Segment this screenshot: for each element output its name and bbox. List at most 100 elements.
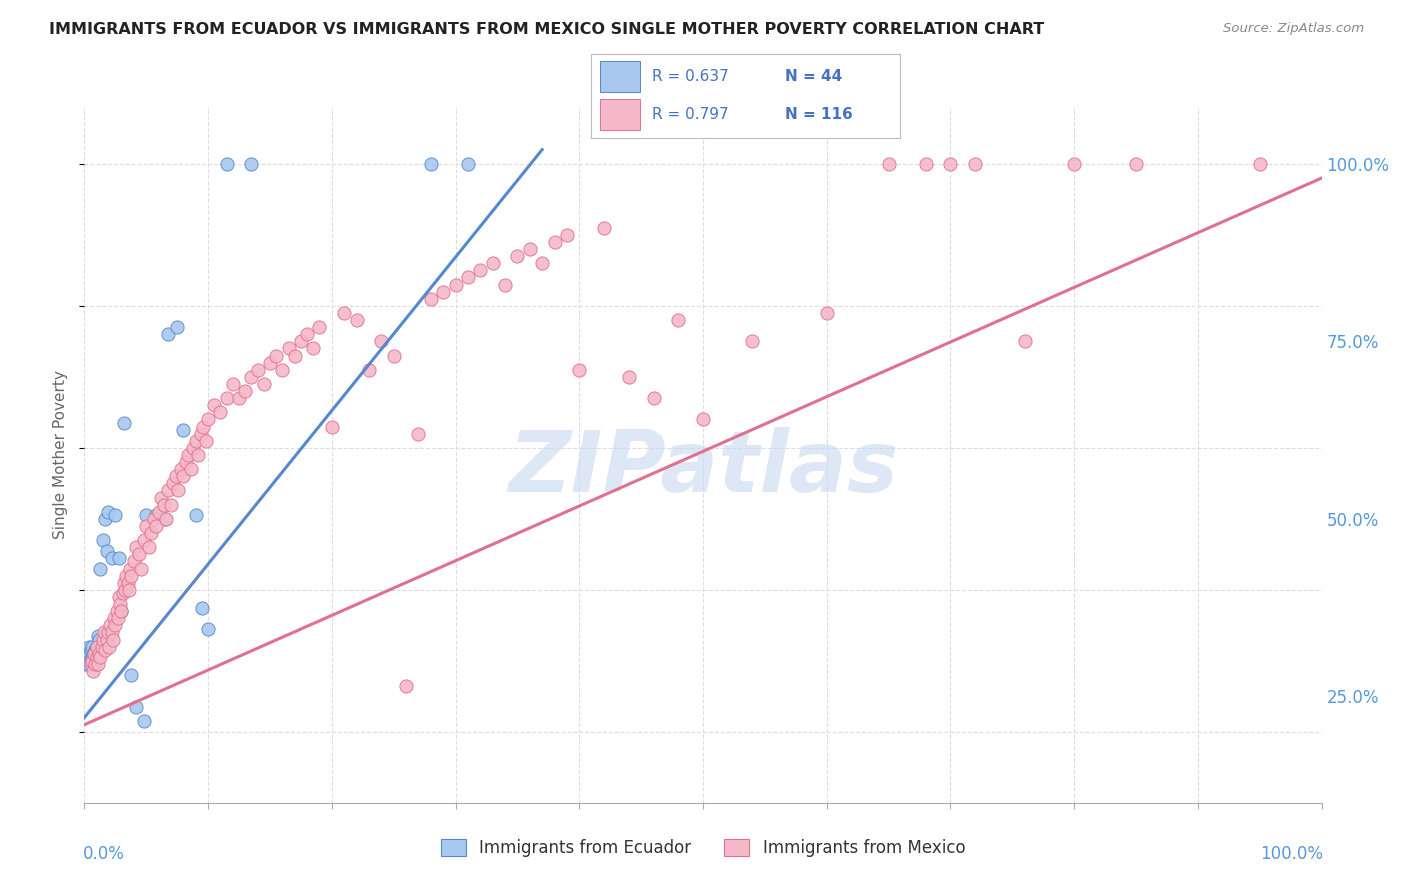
- Point: [132, 533, 155, 548]
- Point: [253, 376, 276, 391]
- Point: [408, 426, 430, 441]
- Point: [112, 575, 135, 590]
- Point: [150, 491, 173, 505]
- Point: [108, 590, 131, 604]
- Point: [432, 285, 454, 299]
- Text: R = 0.637: R = 0.637: [652, 69, 730, 84]
- Point: [100, 550, 122, 565]
- Point: [209, 405, 232, 419]
- Point: [191, 600, 214, 615]
- Point: [419, 292, 441, 306]
- Point: [284, 349, 307, 363]
- Point: [105, 604, 128, 618]
- FancyBboxPatch shape: [600, 99, 640, 130]
- Point: [172, 423, 194, 437]
- Point: [104, 508, 127, 523]
- Point: [1249, 157, 1271, 171]
- Point: [101, 632, 124, 647]
- Point: [153, 512, 176, 526]
- Point: [191, 419, 214, 434]
- Point: [76, 647, 98, 661]
- Point: [187, 448, 209, 462]
- Point: [110, 604, 132, 618]
- Point: [965, 157, 987, 171]
- Point: [138, 540, 160, 554]
- Point: [135, 508, 157, 523]
- Point: [666, 313, 689, 327]
- Point: [118, 582, 141, 597]
- Point: [160, 498, 183, 512]
- Point: [125, 540, 148, 554]
- Point: [157, 483, 180, 498]
- Point: [79, 654, 101, 668]
- Point: [79, 657, 101, 672]
- Point: [228, 391, 250, 405]
- Point: [100, 625, 122, 640]
- Point: [98, 618, 121, 632]
- Point: [370, 334, 392, 349]
- Point: [290, 334, 312, 349]
- Point: [91, 632, 114, 647]
- Point: [240, 369, 263, 384]
- Point: [264, 349, 287, 363]
- Point: [79, 643, 101, 657]
- Point: [145, 508, 167, 523]
- Point: [1125, 157, 1147, 171]
- Point: [86, 640, 108, 654]
- Text: N = 116: N = 116: [786, 107, 853, 122]
- Point: [568, 362, 591, 376]
- Point: [83, 654, 105, 668]
- Point: [90, 640, 112, 654]
- Point: [165, 469, 187, 483]
- Point: [215, 157, 238, 171]
- Point: [91, 533, 114, 548]
- Point: [77, 657, 100, 672]
- Point: [76, 654, 98, 668]
- Point: [643, 391, 665, 405]
- Point: [215, 391, 238, 405]
- Point: [506, 249, 529, 263]
- Point: [233, 384, 256, 398]
- Point: [174, 455, 197, 469]
- Point: [741, 334, 763, 349]
- Text: IMMIGRANTS FROM ECUADOR VS IMMIGRANTS FROM MEXICO SINGLE MOTHER POVERTY CORRELAT: IMMIGRANTS FROM ECUADOR VS IMMIGRANTS FR…: [49, 22, 1045, 37]
- Point: [295, 327, 318, 342]
- Point: [103, 611, 125, 625]
- Point: [321, 419, 343, 434]
- Point: [141, 526, 163, 541]
- Point: [98, 640, 121, 654]
- Point: [333, 306, 356, 320]
- Text: R = 0.797: R = 0.797: [652, 107, 728, 122]
- Point: [395, 679, 418, 693]
- Point: [83, 647, 105, 661]
- Point: [481, 256, 503, 270]
- Point: [94, 512, 117, 526]
- Point: [96, 543, 118, 558]
- Point: [177, 448, 200, 462]
- Point: [346, 313, 368, 327]
- Point: [1014, 334, 1036, 349]
- Point: [80, 650, 103, 665]
- Point: [132, 714, 155, 728]
- Point: [357, 362, 380, 376]
- Point: [110, 597, 132, 611]
- Point: [79, 640, 101, 654]
- Point: [128, 547, 150, 561]
- Point: [112, 416, 135, 430]
- Point: [120, 568, 142, 582]
- Point: [75, 657, 97, 672]
- Point: [86, 650, 108, 665]
- Point: [115, 568, 138, 582]
- Point: [166, 320, 188, 334]
- Point: [82, 647, 104, 661]
- Point: [129, 561, 152, 575]
- Point: [80, 640, 103, 654]
- Point: [444, 277, 467, 292]
- Point: [97, 625, 120, 640]
- Point: [155, 512, 177, 526]
- Point: [692, 412, 714, 426]
- Point: [197, 412, 219, 426]
- Point: [87, 629, 110, 643]
- Point: [94, 643, 117, 657]
- Point: [197, 622, 219, 636]
